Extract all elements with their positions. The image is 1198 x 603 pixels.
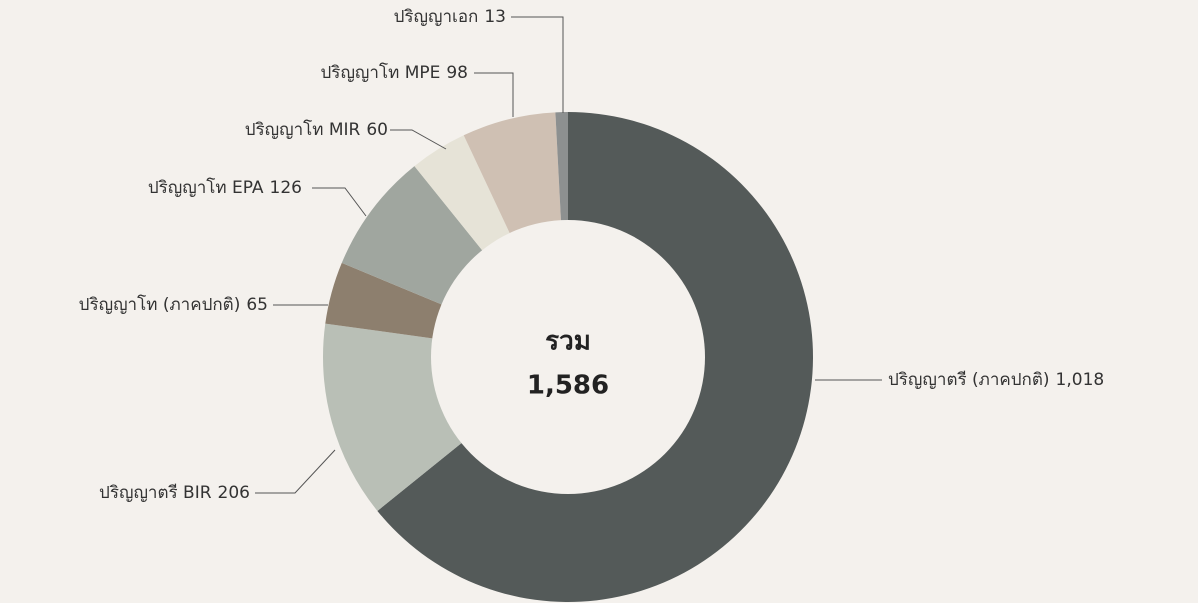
value-label: 1,018 xyxy=(1056,370,1105,390)
slice-label: ปริญญาตรี BIR 206 xyxy=(99,483,250,503)
value-label: 206 xyxy=(218,483,250,503)
slice-label: ปริญญาโท MPE 98 xyxy=(321,62,468,83)
leader-line xyxy=(390,129,447,150)
slice xyxy=(414,135,511,252)
slice xyxy=(341,166,483,305)
slice-label: ปริญญาเอก 13 xyxy=(394,7,506,27)
slice xyxy=(555,112,568,222)
value-label: 13 xyxy=(484,7,506,27)
category-label: ปริญญาโท MPE xyxy=(321,62,441,83)
slice-label: ปริญญาโท EPA 126 xyxy=(148,177,302,198)
slice-label: ปริญญาโท (ภาคปกติ) 65 xyxy=(79,294,268,315)
leader-line xyxy=(511,16,564,113)
slice xyxy=(463,112,561,234)
slice-label: ปริญญาตรี (ภาคปกติ) 1,018 xyxy=(888,370,1104,390)
category-label: ปริญญาตรี (ภาคปกติ) xyxy=(888,370,1050,390)
slice xyxy=(377,112,813,602)
category-label: ปริญญาตรี BIR xyxy=(99,483,212,503)
value-label: 65 xyxy=(246,295,268,315)
category-label: ปริญญาโท EPA xyxy=(148,177,264,198)
value-label: 98 xyxy=(446,63,468,83)
category-label: ปริญญาโท MIR xyxy=(245,119,361,140)
leader-line xyxy=(255,449,336,494)
leader-line xyxy=(312,187,367,217)
donut xyxy=(323,112,813,602)
value-label: 60 xyxy=(366,120,388,140)
slice xyxy=(325,262,443,339)
category-label: ปริญญาเอก xyxy=(394,7,479,27)
leader-line xyxy=(474,72,514,117)
slice xyxy=(323,323,463,511)
center-title: รวม xyxy=(545,327,591,357)
value-label: 126 xyxy=(270,178,302,198)
category-label: ปริญญาโท (ภาคปกติ) xyxy=(79,294,241,315)
center-total: 1,586 xyxy=(527,371,609,401)
donut-hole xyxy=(431,220,705,494)
slice-label: ปริญญาโท MIR 60 xyxy=(245,119,388,140)
